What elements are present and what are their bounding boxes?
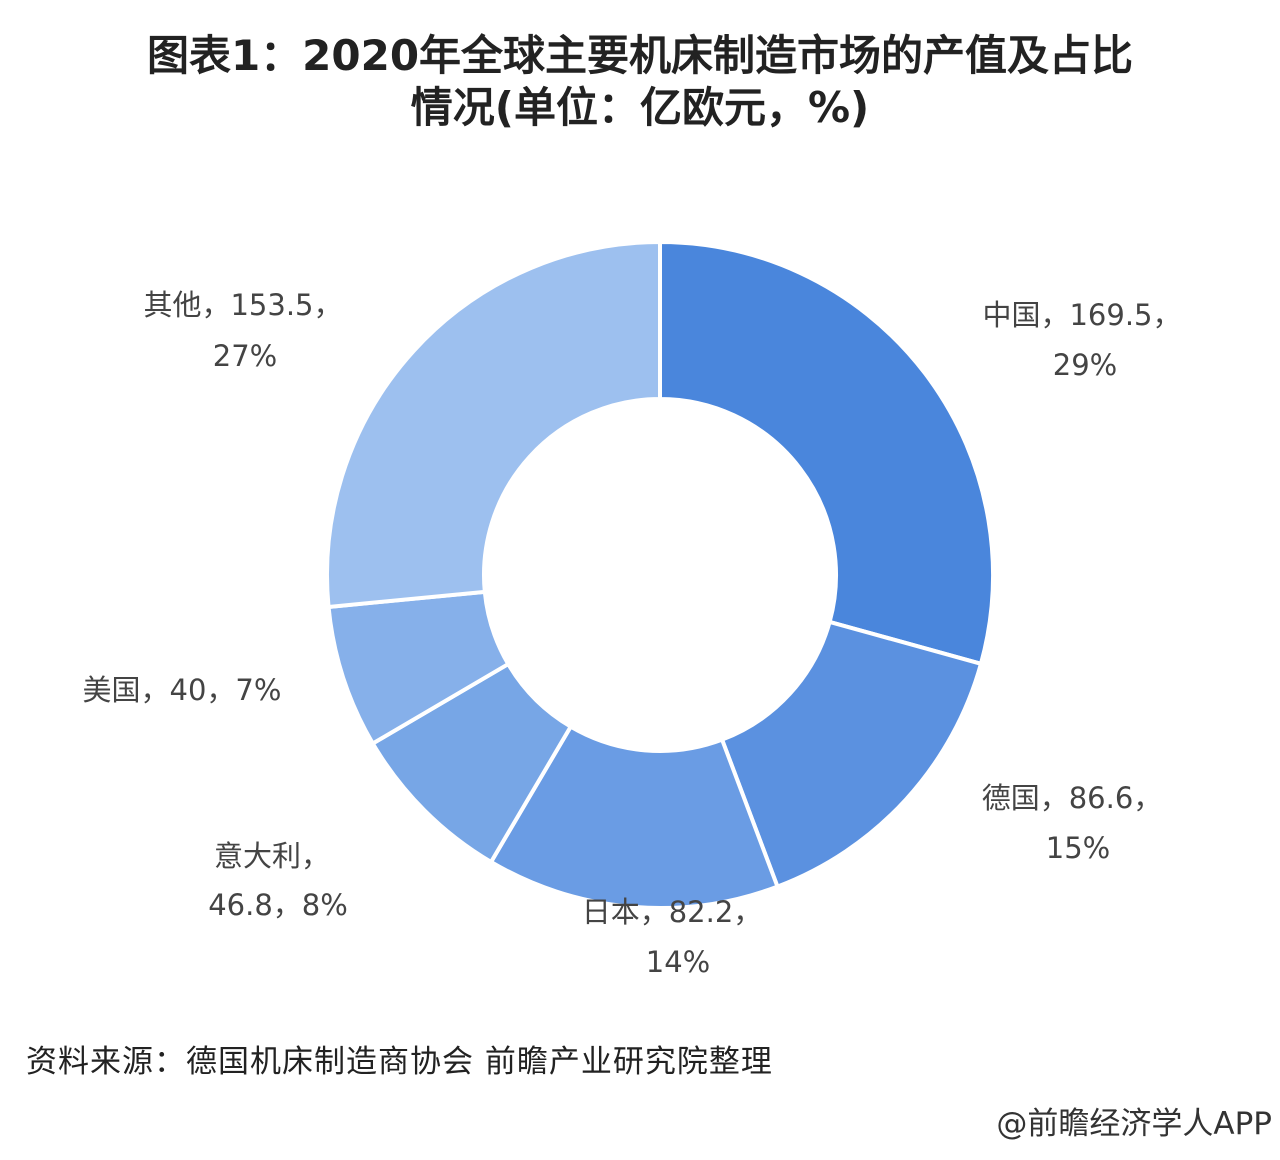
slice-label-1-1: 德国，86.6， — [982, 781, 1163, 815]
slice-label-2-2: 14% — [646, 945, 710, 979]
slice-label-0-2: 29% — [1053, 348, 1117, 382]
donut-slice-1 — [719, 619, 984, 890]
slice-label-3-2: 46.8，8% — [208, 888, 348, 922]
slice-label-3-1: 意大利， — [214, 839, 330, 873]
slice-label-5-1: 其他，153.5， — [143, 288, 342, 322]
slice-label-2-1: 日本，82.2， — [582, 895, 763, 929]
slice-label-4-1: 美国，40，7% — [83, 673, 282, 707]
slice-label-1-2: 15% — [1046, 831, 1110, 865]
source-note: 资料来源：德国机床制造商协会 前瞻产业研究院整理 — [26, 1044, 773, 1080]
credit-watermark: @前瞻经济学人APP — [996, 1106, 1272, 1142]
donut-slice-5 — [325, 239, 662, 610]
slice-label-0-1: 中国，169.5， — [982, 298, 1181, 332]
chart-title-line-2: 情况(单位：亿欧元，%) — [410, 83, 870, 132]
slice-label-5-2: 27% — [213, 339, 277, 373]
donut-slice-0 — [658, 239, 995, 667]
donut-slice-2 — [488, 723, 781, 910]
chart-title: 图表1：2020年全球主要机床制造市场的产值及占比 情况(单位：亿欧元，%) — [0, 30, 1280, 134]
chart-title-line-1: 图表1：2020年全球主要机床制造市场的产值及占比 — [146, 31, 1134, 80]
